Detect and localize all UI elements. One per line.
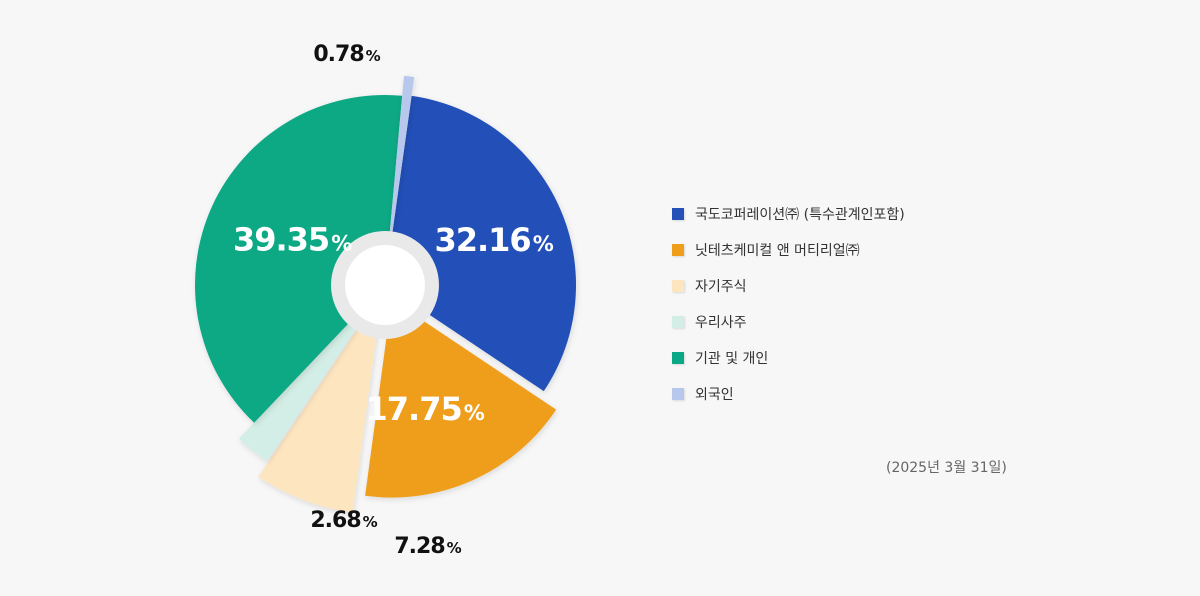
legend-label: 자기주식 (695, 279, 747, 295)
slice-label-6: 0.78% (313, 42, 380, 67)
legend-label: 기관 및 개인 (695, 351, 769, 367)
legend-swatch (672, 244, 684, 256)
legend-swatch (672, 208, 684, 220)
donut-hole (345, 245, 425, 325)
pie-chart-svg: 32.16% 17.75% 7.28 % 2.68 % 39.35% 0.78% (194, 42, 576, 559)
pie-slice-4 (238, 285, 385, 461)
legend-label: 우리사주 (695, 315, 747, 331)
legend-item-5: 기관 및 개인 (672, 340, 905, 376)
pie-slice-5 (194, 94, 403, 423)
pie-slice-3 (258, 292, 383, 513)
legend-item-3: 자기주식 (672, 268, 905, 304)
slice-label-3: 7.28% (394, 534, 461, 559)
slice-label-1: 32.16% (434, 221, 553, 259)
pie-slice-2 (365, 299, 557, 498)
legend-label: 국도코퍼레이션㈜ (특수관계인포함) (695, 207, 905, 223)
slice-label-5: 39.35% (233, 221, 352, 259)
legend-item-2: 닛테츠케미컬 앤 머티리얼㈜ (672, 232, 905, 268)
slice-label-4: 2.68% (310, 508, 377, 533)
date-note: (2025년 3월 31일) (886, 460, 1007, 476)
pie-chart: 32.16% 17.75% 7.28% 2.68% 39.35% 0.78% (194, 42, 576, 559)
legend-swatch (672, 280, 684, 292)
legend-item-1: 국도코퍼레이션㈜ (특수관계인포함) (672, 196, 905, 232)
legend-label: 외국인 (695, 387, 734, 403)
legend-swatch (672, 316, 684, 328)
legend-item-6: 외국인 (672, 376, 905, 412)
legend-item-4: 우리사주 (672, 304, 905, 340)
slice-label-2: 17.75% (366, 390, 485, 428)
pie-slice-1 (385, 95, 576, 392)
legend-swatch (672, 388, 684, 400)
legend-label: 닛테츠케미컬 앤 머티리얼㈜ (695, 243, 860, 259)
legend-swatch (672, 352, 684, 364)
